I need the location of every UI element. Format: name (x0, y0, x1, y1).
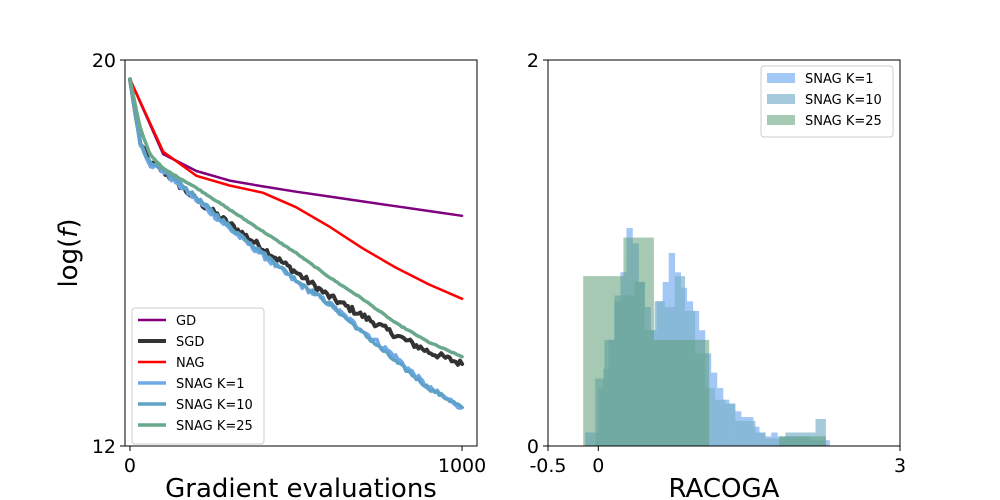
series-line-nag (128, 78, 464, 301)
right-x-axis-title: RACOGA (669, 474, 780, 500)
left-ticks: 0 1000 12 20 (92, 50, 486, 477)
hist-bar (623, 237, 654, 446)
series-line-gd (128, 78, 464, 218)
left-axes-frame (124, 59, 478, 447)
left-legend: GD SGD NAG SNAG K=1 SNAG K=10 SNAG K=25 (131, 307, 265, 445)
hist-bar (815, 418, 826, 446)
legend-swatch-snag-k-25 (767, 115, 795, 125)
x-tick-label: 1000 (438, 455, 486, 477)
legend-label-snag-k-1: SNAG K=1 (805, 72, 874, 87)
series-line-snag-k-25 (128, 77, 464, 359)
legend-label-snag-k-25: SNAG K=25 (176, 419, 253, 434)
hist-bar (755, 432, 766, 446)
series-line-snag-k-10 (128, 77, 464, 410)
hist-bar (745, 420, 756, 446)
left-plot-area (124, 59, 478, 447)
left-series-group (128, 77, 465, 410)
hist-bar (779, 436, 810, 446)
right-plot-area (547, 59, 901, 447)
hist-bar (583, 276, 624, 446)
x-tick-label: 0 (592, 455, 604, 477)
x-tick-label: -0.5 (529, 455, 566, 477)
hist-bar (704, 388, 716, 446)
left-y-axis-title: log(f) (54, 218, 84, 287)
legend-label-snag-k-25: SNAG K=25 (805, 114, 882, 129)
right-ticks: -0.5 0 302 (527, 50, 906, 477)
legend-label-nag: NAG (176, 356, 204, 371)
hist-bar (714, 399, 726, 446)
legend-label-snag-k-1: SNAG K=1 (176, 377, 245, 392)
legend-label-gd: GD (176, 314, 196, 329)
y-tick-label: 2 (527, 50, 539, 72)
legend-label-snag-k-10: SNAG K=10 (805, 93, 882, 108)
hist-series-snag-k-25 (583, 237, 826, 446)
legend-label-sgd: SGD (176, 335, 204, 350)
legend-label-snag-k-10: SNAG K=10 (176, 398, 253, 413)
left-x-axis-title: Gradient evaluations (165, 474, 437, 500)
x-tick-label: 3 (894, 455, 906, 477)
hist-bar (809, 436, 826, 446)
hist-bar (653, 339, 710, 446)
legend-swatch-snag-k-1 (767, 73, 795, 83)
left-plot: 0 1000 12 20 Gradient evaluations log(f) GD… (54, 50, 486, 500)
right-bars-group (583, 227, 830, 446)
hist-bar (735, 420, 746, 446)
right-legend: SNAG K=1 SNAG K=10 SNAG K=25 (760, 65, 894, 138)
legend-swatch-snag-k-10 (767, 94, 795, 104)
right-axes-frame (547, 59, 901, 447)
y-tick-label: 0 (527, 436, 539, 458)
y-tick-label: 12 (92, 436, 116, 458)
hist-bar (725, 403, 736, 446)
x-tick-label: 0 (124, 455, 136, 477)
hist-bar (765, 438, 776, 446)
y-tick-label: 20 (92, 50, 116, 72)
